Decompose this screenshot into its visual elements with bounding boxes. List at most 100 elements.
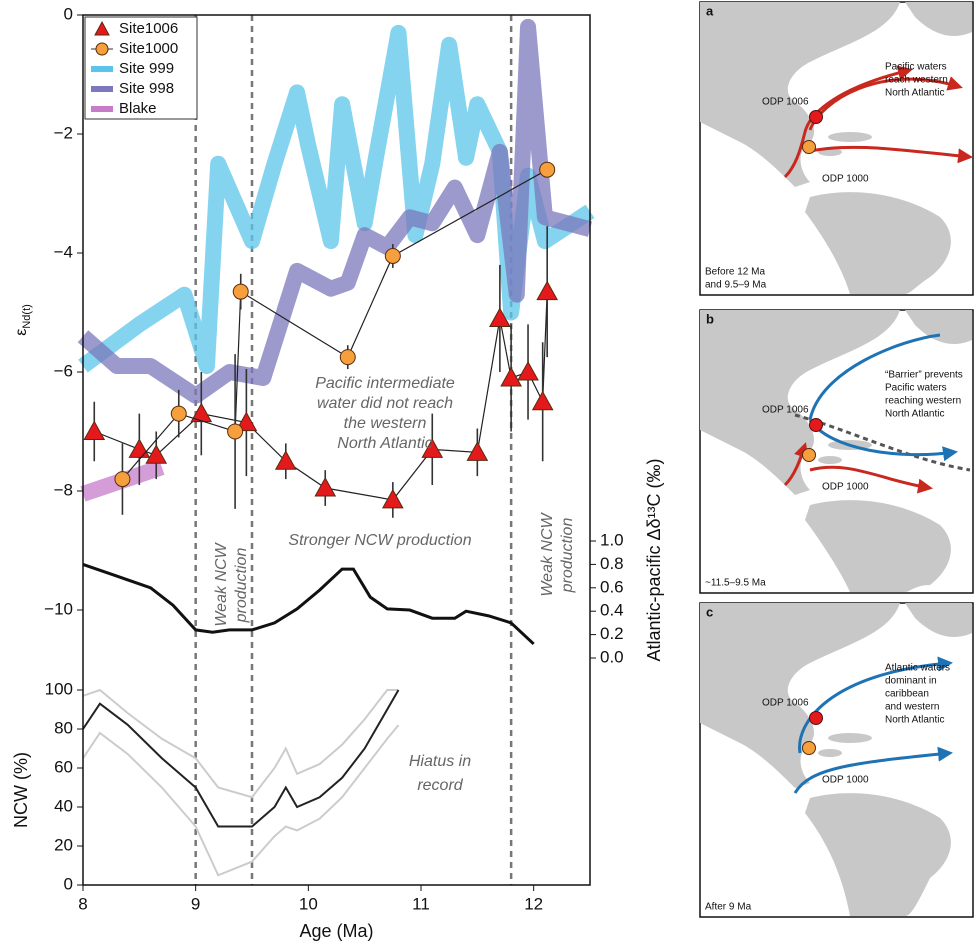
y2-tick-label: 0.2 <box>600 624 624 643</box>
annotation: production <box>559 518 576 594</box>
panel-label: a <box>706 3 714 18</box>
y2-axis-label: Atlantic-pacific Δδ¹³C (‰) <box>644 458 664 661</box>
annotation: the western <box>344 415 427 432</box>
marker <box>421 438 444 458</box>
x-tick-label: 11 <box>412 894 430 913</box>
marker <box>114 471 131 488</box>
y3-tick-label: 20 <box>54 835 73 854</box>
land <box>700 310 900 495</box>
panel-note: caribbean <box>885 689 929 700</box>
flow-arrow <box>793 746 953 794</box>
y2-tick-label: 1.0 <box>600 530 624 549</box>
legend-label: Blake <box>119 100 157 117</box>
marker <box>489 307 511 327</box>
y-tick-label: −2 <box>54 123 73 142</box>
annotation: production <box>233 548 250 624</box>
marker <box>235 411 258 432</box>
ncw-upper <box>82 688 399 799</box>
annotation: record <box>417 777 463 794</box>
marker <box>274 450 297 470</box>
panel-note: and western <box>885 702 939 713</box>
panel-note: reaching western <box>885 396 961 407</box>
x-tick-label: 12 <box>524 894 543 913</box>
plot-frame <box>82 14 591 886</box>
land <box>700 603 900 788</box>
marker <box>381 488 404 509</box>
y-tick-label: −8 <box>54 480 73 499</box>
y3-tick-label: 40 <box>54 796 73 815</box>
marker <box>227 423 244 440</box>
y2-tick-label: 0.4 <box>600 601 624 620</box>
panel-note: Atlantic waters <box>885 663 950 674</box>
land <box>805 793 951 916</box>
island <box>818 456 842 464</box>
island <box>828 733 872 743</box>
y3-tick-label: 0 <box>64 874 73 893</box>
y2-tick-label: 0.0 <box>600 647 624 666</box>
marker <box>531 390 554 411</box>
map-panel: a ODP 1006 ODP 1000 Pacific waters reach wes… <box>699 1 974 296</box>
site-marker <box>802 140 816 154</box>
annotation: North Atlantic <box>337 435 432 452</box>
panel-caption: ~11.5–9.5 Ma <box>705 578 766 589</box>
land <box>905 2 972 37</box>
x-axis-label: Age (Ma) <box>299 921 373 941</box>
y-tick-label: −4 <box>54 242 73 261</box>
site-label: ODP 1000 <box>822 174 869 185</box>
marker <box>536 280 559 301</box>
marker <box>500 366 522 387</box>
y-tick-label: −10 <box>44 599 73 618</box>
y2-tick-label: 0.6 <box>600 577 624 596</box>
annotation: Hiatus in <box>409 753 471 770</box>
legend-label: Site 999 <box>119 60 174 77</box>
legend-label: Site1000 <box>119 40 178 57</box>
land <box>700 2 900 187</box>
flow-arrow <box>783 442 809 487</box>
panel-caption: After 9 Ma <box>705 902 752 913</box>
marker <box>517 360 539 381</box>
panel-label: c <box>706 604 713 619</box>
y3-axis-label: NCW (%) <box>11 752 31 828</box>
flow-arrow <box>804 145 973 164</box>
island <box>818 749 842 757</box>
ncw-lower <box>82 724 400 877</box>
annotation: Stronger NCW production <box>288 532 471 549</box>
y3-tick-label: 100 <box>45 679 73 698</box>
marker <box>539 161 556 178</box>
site-marker <box>809 418 823 432</box>
panel-note: North Atlantic <box>885 88 944 99</box>
panel-note: North Atlantic <box>885 715 944 726</box>
x-tick-label: 8 <box>78 894 87 913</box>
annotation: Weak NCW <box>213 541 230 626</box>
marker <box>128 438 151 458</box>
marker <box>145 444 168 464</box>
y3-tick-label: 60 <box>54 757 73 776</box>
flow-arrow <box>809 465 933 494</box>
panel-label: b <box>706 311 714 326</box>
land <box>905 310 972 345</box>
marker <box>314 476 337 497</box>
site-marker <box>802 448 816 462</box>
site-marker <box>802 741 816 755</box>
y-axis-symbol: ε <box>13 329 30 336</box>
y-axis-label: εNd(t) <box>13 304 33 336</box>
x-tick-label: 10 <box>299 894 318 913</box>
ncw-values <box>82 689 400 828</box>
site-label: ODP 1006 <box>762 405 809 416</box>
panel-note: dominant in <box>885 676 937 687</box>
y-tick-label: 0 <box>64 4 73 23</box>
legend-swatch <box>95 42 109 56</box>
y2-tick-label: 0.8 <box>600 554 624 573</box>
marker <box>339 349 356 366</box>
delta13c-line <box>82 562 535 646</box>
y-axis-subscript: Nd(t) <box>21 304 33 328</box>
land <box>805 500 951 592</box>
marker <box>466 441 489 461</box>
land <box>805 192 951 294</box>
panel-caption: and 9.5–9 Ma <box>705 280 767 291</box>
site-label: ODP 1006 <box>762 97 809 108</box>
panel-note: Pacific waters <box>885 62 947 73</box>
site-marker <box>809 711 823 725</box>
y3-tick-label: 80 <box>54 718 73 737</box>
